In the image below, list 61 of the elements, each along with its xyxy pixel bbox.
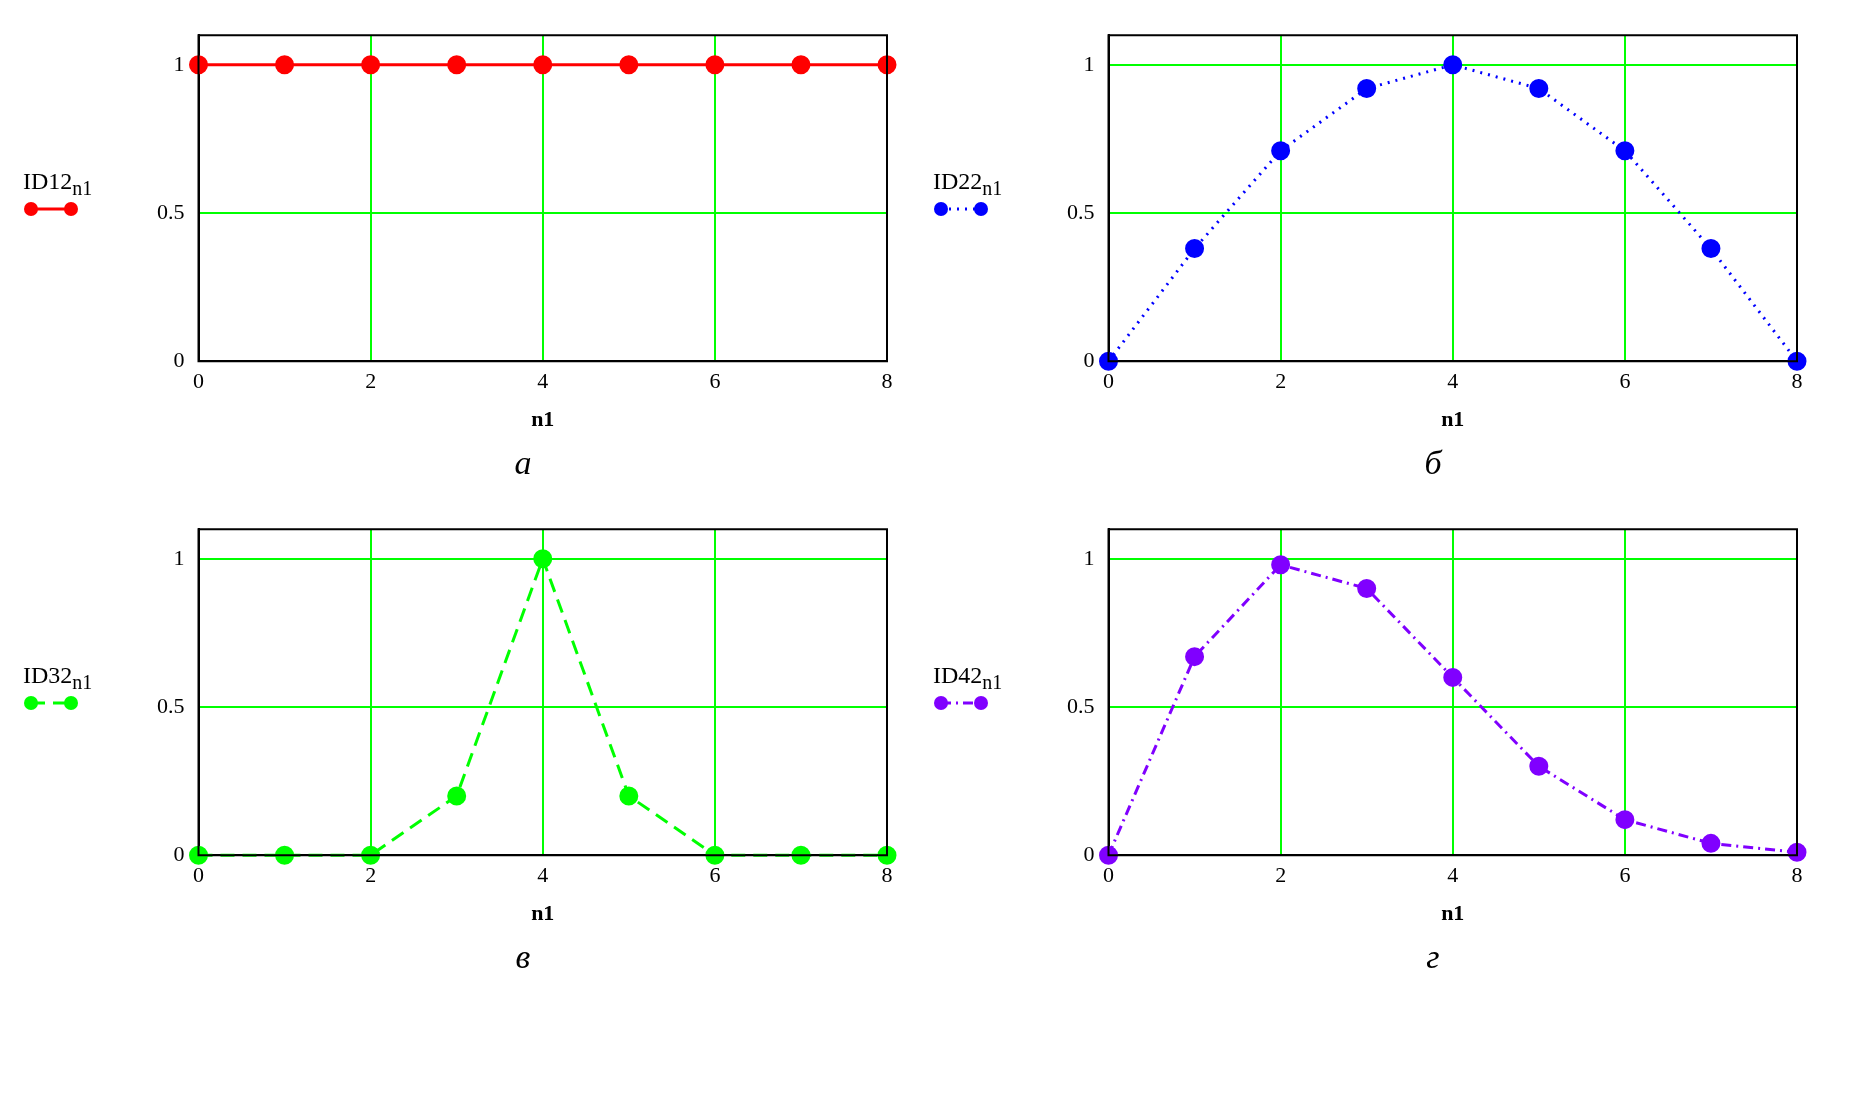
- y-tick-label: 0.5: [157, 198, 185, 224]
- y-tick-label: 0.5: [157, 692, 185, 718]
- point: [1615, 810, 1635, 830]
- point: [1271, 141, 1291, 161]
- x-tick-label: 6: [709, 368, 721, 394]
- x-tick-label: 0: [1103, 862, 1114, 888]
- x-tick-label: 4: [537, 862, 549, 888]
- point: [1529, 79, 1549, 99]
- x-tick-label: 8: [881, 862, 893, 888]
- point: [1701, 833, 1721, 853]
- x-tick-label: 6: [1619, 862, 1631, 888]
- y-axis-title: ID32$_{n1}$: [23, 662, 93, 694]
- point: [533, 549, 553, 569]
- y-tick-label: 0: [173, 840, 185, 866]
- x-axis-title: n1: [1441, 900, 1465, 926]
- point: [447, 786, 467, 806]
- y-tick-label: 0: [173, 346, 185, 372]
- x-tick-label: 0: [1103, 368, 1114, 394]
- x-tick-label: 6: [1619, 368, 1631, 394]
- x-tick-label: 2: [1275, 862, 1287, 888]
- y-tick-label: 1: [1083, 50, 1095, 76]
- x-tick-label: 8: [1791, 368, 1803, 394]
- x-tick-label: 4: [1447, 862, 1459, 888]
- x-tick-label: 0: [193, 862, 204, 888]
- x-tick-label: 4: [1447, 368, 1459, 394]
- y-axis-title: ID12$_{n1}$: [23, 168, 93, 200]
- point: [1185, 239, 1205, 259]
- point: [1271, 555, 1291, 575]
- point: [1357, 79, 1377, 99]
- y-axis-title: ID42$_{n1}$: [933, 662, 1003, 694]
- x-tick-label: 8: [881, 368, 893, 394]
- point: [1357, 578, 1377, 598]
- point: [1185, 647, 1205, 667]
- y-tick-label: 0.5: [1067, 692, 1095, 718]
- y-tick-label: 0.5: [1067, 198, 1095, 224]
- x-tick-label: 2: [365, 862, 377, 888]
- text: б: [1424, 444, 1442, 482]
- y-tick-label: 0: [1083, 840, 1095, 866]
- text: г: [1426, 938, 1440, 976]
- y-axis-title: ID22$_{n1}$: [933, 168, 1003, 200]
- x-axis-title: n1: [531, 406, 555, 432]
- x-tick-label: 2: [1275, 368, 1287, 394]
- y-tick-label: 1: [173, 50, 185, 76]
- y-tick-label: 0: [1083, 346, 1095, 372]
- point: [1615, 141, 1635, 161]
- point: [1443, 55, 1463, 75]
- x-tick-label: 4: [537, 368, 549, 394]
- point: [619, 786, 639, 806]
- text: в: [515, 938, 531, 976]
- x-tick-label: 2: [365, 368, 377, 394]
- x-tick-label: 0: [193, 368, 204, 394]
- point: [1701, 239, 1721, 259]
- x-tick-label: 6: [709, 862, 721, 888]
- x-tick-label: 8: [1791, 862, 1803, 888]
- y-tick-label: 1: [173, 544, 185, 570]
- y-tick-label: 1: [1083, 544, 1095, 570]
- point: [1443, 667, 1463, 687]
- x-axis-title: n1: [1441, 406, 1465, 432]
- x-axis-title: n1: [531, 900, 555, 926]
- text: а: [514, 444, 532, 482]
- point: [1529, 756, 1549, 776]
